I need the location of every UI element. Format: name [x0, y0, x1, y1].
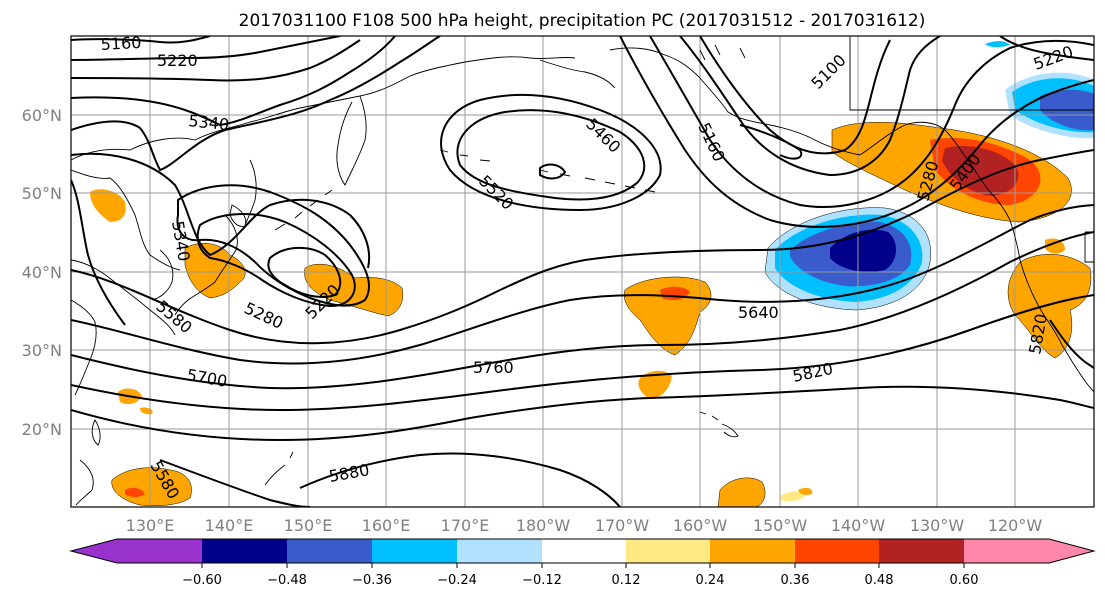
latitude-labels: 60°N 50°N 40°N 30°N 20°N — [22, 106, 62, 439]
lon-label-150e: 150°E — [284, 516, 333, 535]
colorbar-segment — [457, 539, 542, 563]
colorbar-segment — [710, 539, 795, 563]
lon-label-180w: 180°W — [516, 516, 571, 535]
colorbar-tick: −0.48 — [267, 573, 307, 588]
lon-label-170e: 170°E — [441, 516, 490, 535]
contour-5340 — [71, 36, 396, 127]
height-contours — [71, 36, 1094, 507]
colorbar-segment — [287, 539, 372, 563]
map-area: 5160 5220 5340 5340 5460 5520 5580 5220 … — [71, 33, 1094, 507]
colorbar-tick: −0.12 — [522, 573, 562, 588]
colorbar-tick: 0.36 — [781, 573, 810, 588]
colorbar-extend-low — [71, 539, 117, 563]
lat-label-30n: 30°N — [22, 341, 62, 360]
precip-pos-south-of-hawaii — [717, 477, 766, 507]
lon-label-130e: 130°E — [126, 516, 175, 535]
precip-darkred-northeast-pacific — [942, 145, 1019, 196]
contour-label-5160: 5160 — [100, 33, 142, 54]
precip-pos-us-westcoast — [1007, 254, 1092, 359]
lon-label-140w: 140°W — [831, 516, 886, 535]
contour-5220 — [71, 36, 341, 61]
precip-navy-central-pacific — [830, 229, 896, 272]
contour-label-5760: 5760 — [473, 358, 514, 377]
lat-label-60n: 60°N — [22, 106, 62, 125]
colorbar-segment — [964, 539, 1049, 563]
colorbar-extend-high — [1049, 539, 1094, 563]
contour-label-5640: 5640 — [738, 303, 779, 322]
colorbar: −0.60 −0.48 −0.36 −0.24 −0.12 0.12 0.24 … — [69, 538, 1096, 588]
contour-label-5220: 5220 — [157, 51, 198, 70]
contour-5400 — [71, 36, 441, 172]
coastlines — [71, 36, 1094, 506]
lon-label-120w: 120°W — [988, 516, 1043, 535]
colorbar-segment — [372, 539, 457, 563]
colorbar-segment — [117, 539, 202, 563]
colorbar-tick: −0.60 — [182, 573, 222, 588]
graticule — [71, 36, 1094, 507]
colorbar-segment — [542, 539, 626, 563]
colorbar-tick: 0.48 — [865, 573, 894, 588]
lon-label-160w: 160°W — [673, 516, 728, 535]
map-title: 2017031100 F108 500 hPa height, precipit… — [239, 11, 926, 31]
contour-5280-upper — [71, 39, 361, 82]
longitude-labels: 130°E 140°E 150°E 160°E 170°E 180°W 170°… — [126, 516, 1043, 535]
lon-label-160e: 160°E — [362, 516, 411, 535]
colorbar-tick: 0.24 — [696, 573, 725, 588]
lon-label-170w: 170°W — [595, 516, 650, 535]
colorbar-tick: −0.36 — [352, 573, 392, 588]
precip-pos-japan — [184, 243, 246, 299]
colorbar-tick: 0.12 — [612, 573, 641, 588]
lat-label-50n: 50°N — [22, 184, 62, 203]
contour-label-5340: 5340 — [188, 111, 230, 134]
colorbar-segment — [626, 539, 710, 563]
colorbar-segment — [795, 539, 879, 563]
colorbar-tick: −0.24 — [437, 573, 477, 588]
colorbar-tick: 0.60 — [950, 573, 979, 588]
map-frame — [70, 35, 1095, 508]
lat-label-20n: 20°N — [22, 420, 62, 439]
colorbar-segment — [879, 539, 964, 563]
colorbar-segment — [202, 539, 287, 563]
lon-label-150w: 150°W — [753, 516, 808, 535]
lon-label-140e: 140°E — [205, 516, 254, 535]
lat-label-40n: 40°N — [22, 263, 62, 282]
contour-5160 — [71, 36, 211, 44]
lon-label-130w: 130°W — [910, 516, 965, 535]
